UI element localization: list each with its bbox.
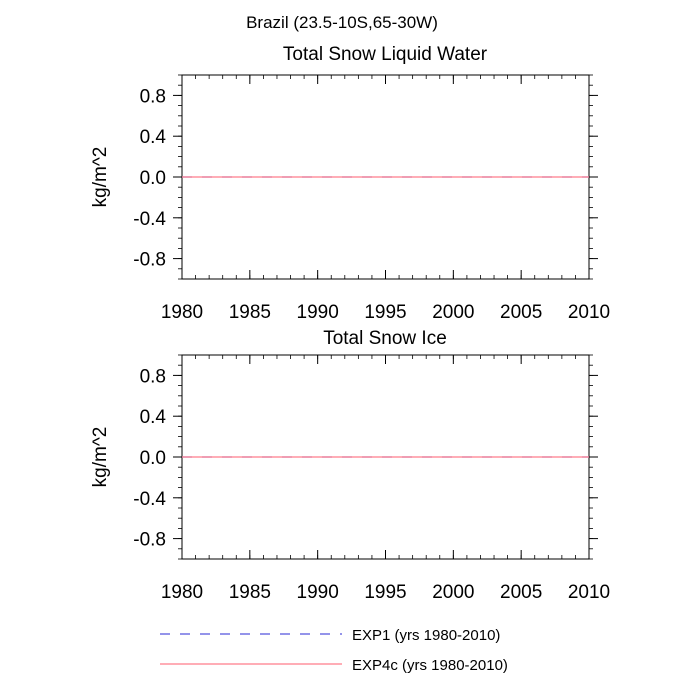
y-tick-label: -0.4 [133, 209, 166, 230]
y-tick-label: -0.8 [133, 250, 166, 271]
legend-entry-exp4c: EXP4c (yrs 1980-2010) [160, 657, 508, 674]
chart-panel-snow-ice: Total Snow Ice kg/m^2 1980 1985 1990 1995 20… [90, 328, 610, 603]
y-tick-label: 0.0 [140, 448, 166, 469]
y-tick-label: 0.4 [140, 407, 167, 428]
x-tick-label: 2005 [500, 302, 542, 323]
figure-main-title: Brazil (23.5-10S,65-30W) [246, 13, 438, 32]
y-tick-label: -0.8 [133, 530, 166, 551]
plot-axes: 1980 1985 1990 1995 2000 2005 2010 -0.8 -0.4 0.0 0… [133, 354, 610, 603]
plot-axes: 1980 1985 1990 1995 2000 2005 2010 -0.8 -0.4 0.0 0… [133, 74, 610, 323]
legend-label-exp4c: EXP4c (yrs 1980-2010) [352, 657, 508, 674]
x-tick-label: 2010 [568, 582, 610, 603]
x-tick-label: 1980 [161, 302, 203, 323]
y-tick-label: 0.8 [140, 366, 166, 387]
x-tick-label: 1995 [364, 302, 406, 323]
y-axis-label: kg/m^2 [90, 147, 111, 208]
legend-label-exp1: EXP1 (yrs 1980-2010) [352, 627, 500, 644]
panel-title: Total Snow Ice [323, 328, 447, 349]
y-tick-label: 0.4 [140, 127, 167, 148]
y-tick-label: 0.8 [140, 86, 166, 107]
x-tick-label: 1990 [297, 302, 339, 323]
x-tick-label: 1985 [229, 582, 271, 603]
x-tick-label: 2000 [432, 582, 474, 603]
x-tick-label: 2000 [432, 302, 474, 323]
y-tick-label: -0.4 [133, 489, 166, 510]
x-tick-label: 1980 [161, 582, 203, 603]
y-axis-label: kg/m^2 [90, 427, 111, 488]
legend-entry-exp1: EXP1 (yrs 1980-2010) [160, 627, 500, 644]
chart-panel-snow-liquid-water: Total Snow Liquid Water kg/m^2 1980 1985 1… [90, 44, 610, 323]
x-tick-label: 1985 [229, 302, 271, 323]
x-tick-label: 2010 [568, 302, 610, 323]
x-tick-label: 2005 [500, 582, 542, 603]
x-tick-label: 1990 [297, 582, 339, 603]
legend: EXP1 (yrs 1980-2010) EXP4c (yrs 1980-201… [160, 627, 508, 674]
x-tick-label: 1995 [364, 582, 406, 603]
y-tick-label: 0.0 [140, 168, 166, 189]
panel-title: Total Snow Liquid Water [283, 44, 488, 65]
